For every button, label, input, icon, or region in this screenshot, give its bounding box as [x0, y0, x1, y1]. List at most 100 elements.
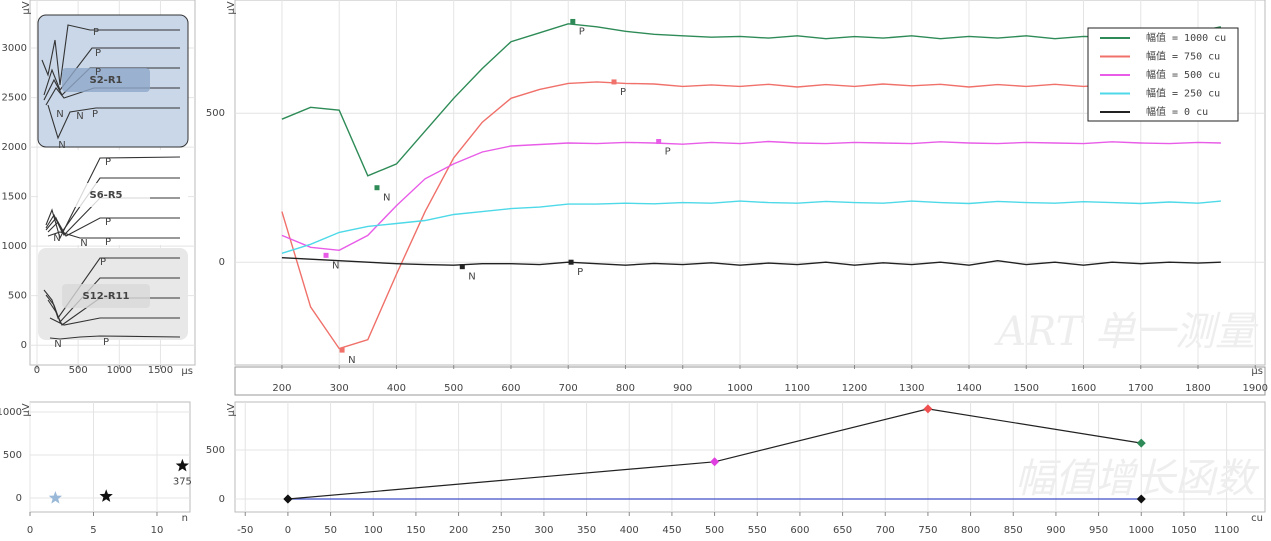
growth-point — [283, 494, 293, 504]
y-tick-label: 1000 — [0, 407, 22, 418]
peak-marker — [570, 18, 576, 24]
point-label: P — [105, 217, 111, 228]
y-tick-label: 0 — [219, 494, 225, 505]
x-tick-label: 1000 — [107, 365, 132, 376]
x-tick-label: 500 — [69, 365, 88, 376]
trace — [43, 47, 180, 96]
y-unit: μV — [226, 1, 237, 14]
y-tick-label: 0 — [21, 340, 27, 351]
x-tick-label: 1500 — [148, 365, 173, 376]
series-line — [281, 257, 1221, 266]
trace — [47, 104, 180, 140]
star-point — [99, 489, 113, 502]
y-tick-label: 500 — [3, 450, 22, 461]
x-tick-label: 350 — [577, 525, 596, 536]
trace — [45, 277, 180, 324]
group-label-bg — [62, 284, 150, 308]
peak-marker — [568, 259, 574, 265]
x-tick-label: 450 — [662, 525, 681, 536]
trace — [47, 217, 180, 237]
point-label: 375 — [173, 477, 192, 488]
x-tick-label: 1000 — [1129, 525, 1154, 536]
trace — [49, 335, 181, 340]
peak-marker — [323, 252, 329, 258]
peak-label: N — [383, 193, 390, 204]
group-label-bg — [62, 68, 150, 92]
point-label: P — [95, 48, 101, 59]
x-tick-label: 800 — [961, 525, 980, 536]
x-tick-label: 250 — [492, 525, 511, 536]
x-tick-label: 1300 — [899, 383, 924, 394]
x-tick-label: 300 — [534, 525, 553, 536]
peak-label: N — [348, 355, 355, 366]
x-tick-label: 400 — [620, 525, 639, 536]
x-tick-label: 1100 — [785, 383, 810, 394]
y-tick-label: 3000 — [2, 43, 27, 54]
x-tick-label: 1050 — [1171, 525, 1196, 536]
y-tick-label: 500 — [206, 445, 225, 456]
x-unit: μs — [181, 366, 193, 377]
x-tick-label: 0 — [285, 525, 291, 536]
plot-area — [234, 401, 1266, 513]
star-point — [48, 491, 63, 504]
point-label: N — [76, 111, 83, 122]
x-tick-label: 0 — [34, 365, 40, 376]
point-label: P — [92, 109, 98, 120]
group-label-bg — [62, 183, 150, 207]
point-label: P — [103, 337, 109, 348]
y-tick-label: 1500 — [2, 192, 27, 203]
trace — [47, 231, 180, 239]
y-tick-label: 500 — [8, 291, 27, 302]
legend-label: 幅值 = 750 cu — [1146, 50, 1220, 63]
point-label: P — [93, 27, 99, 38]
legend-label: 幅值 = 250 cu — [1146, 87, 1220, 100]
group-label: S2-R1 — [90, 75, 123, 86]
point-label: P — [100, 257, 106, 268]
peak-label: P — [620, 87, 626, 98]
peak-marker — [459, 264, 465, 270]
watermark: ART 单一测量 — [993, 309, 1259, 355]
point-label: N — [56, 109, 63, 120]
x-tick-label: 1400 — [956, 383, 981, 394]
y-tick-label: 2000 — [2, 142, 27, 153]
x-tick-label: 950 — [1089, 525, 1108, 536]
x-tick-label: 200 — [272, 383, 291, 394]
peak-marker — [339, 347, 345, 353]
trace — [49, 317, 180, 326]
point-label: P — [105, 237, 111, 248]
x-tick-label: 1800 — [1185, 383, 1210, 394]
y-unit: μV — [226, 403, 237, 416]
legend-label: 幅值 = 1000 cu — [1146, 31, 1226, 44]
x-tick-label: 5 — [90, 525, 96, 536]
peak-label: P — [665, 147, 671, 158]
series-line — [281, 79, 1221, 350]
x-tick-label: 200 — [449, 525, 468, 536]
x-tick-label: -50 — [237, 525, 253, 536]
x-tick-label: 900 — [1046, 525, 1065, 536]
y-tick-label: 2500 — [2, 93, 27, 104]
peak-marker — [656, 139, 662, 145]
point-label: N — [58, 140, 65, 151]
point-label: N — [80, 238, 87, 249]
x-tick-label: 600 — [790, 525, 809, 536]
group-label: S6-R5 — [90, 190, 123, 201]
x-tick-label: 750 — [918, 525, 937, 536]
x-tick-label: 500 — [705, 525, 724, 536]
x-tick-label: 0 — [27, 525, 33, 536]
x-tick-label: 300 — [330, 383, 349, 394]
peak-marker — [374, 185, 380, 191]
x-tick-label: 550 — [748, 525, 767, 536]
watermark: 幅值增长函数 — [1015, 456, 1260, 502]
x-unit: cu — [1251, 513, 1263, 524]
x-tick-label: 1000 — [727, 383, 752, 394]
growth-point — [1136, 494, 1146, 504]
x-unit: n — [182, 513, 188, 524]
legend-label: 幅值 = 0 cu — [1146, 105, 1208, 118]
peak-label: N — [332, 260, 339, 271]
y-tick-label: 0 — [16, 493, 22, 504]
peak-label: N — [468, 272, 475, 283]
x-tick-label: 850 — [1004, 525, 1023, 536]
growth-point — [923, 404, 933, 414]
trace — [43, 257, 180, 320]
